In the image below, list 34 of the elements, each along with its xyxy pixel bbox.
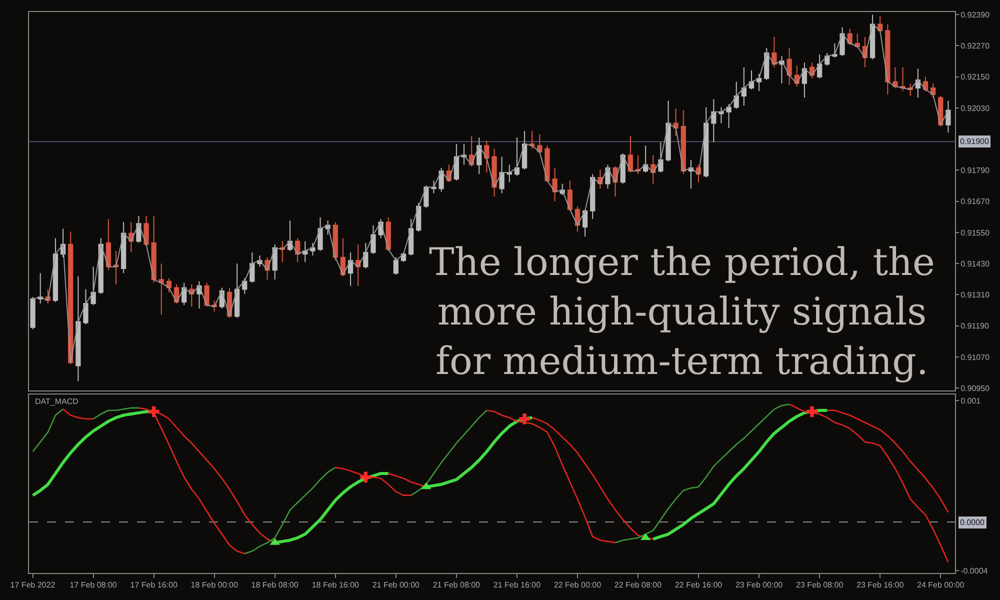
x-tick-label: 17 Feb 16:00: [130, 580, 178, 590]
y-tick-label: 0.91550: [960, 228, 990, 238]
x-tick-label: 23 Feb 00:00: [735, 580, 784, 590]
chart-title: DAT_MACD: [35, 397, 79, 406]
x-tick-label: 17 Feb 2022: [10, 580, 56, 590]
y-tick-label: -0.0004: [960, 566, 988, 576]
x-tick-label: 21 Feb 08:00: [432, 580, 481, 590]
y-tick-label: 0.001: [960, 396, 982, 406]
annotation: The longer the period, the more high-quality signals for medium-term trading.: [429, 240, 935, 383]
y-tick-label: 0.92030: [960, 104, 990, 113]
y-tick-label: 0.92390: [960, 10, 990, 20]
x-tick-label: 22 Feb 16:00: [674, 580, 723, 590]
x-tick-label: 22 Feb 00:00: [554, 580, 602, 590]
x-tick-label: 17 Feb 08:00: [70, 580, 118, 590]
y-tick-label: 0.91430: [960, 259, 990, 268]
x-tick-label: 24 Feb 00:00: [917, 580, 965, 590]
x-tick-label: 18 Feb 00:00: [190, 580, 238, 590]
x-tick-label: 22 Feb 08:00: [614, 580, 662, 590]
x-tick-label: 18 Feb 08:00: [251, 580, 299, 590]
x-tick-label: 18 Feb 16:00: [312, 580, 360, 590]
y-tick-label: 0.91190: [960, 322, 990, 331]
y-tick-label: 0.91670: [960, 197, 990, 206]
y-tick-label: 0.91790: [960, 166, 990, 176]
y-tick-label: 0.92150: [960, 72, 990, 82]
y-tick-label: 0.91070: [960, 352, 990, 362]
y-tick-label: 0.90950: [960, 384, 990, 393]
ref-line-label: 0.0000: [960, 518, 986, 527]
x-tick-label: 21 Feb 00:00: [372, 580, 420, 590]
ref-line-label: 0.91900: [960, 137, 990, 146]
y-tick-label: 0.92270: [960, 42, 990, 51]
x-tick-label: 23 Feb 16:00: [856, 580, 904, 590]
x-tick-label: 21 Feb 16:00: [493, 580, 542, 590]
y-tick-label: 0.91310: [960, 290, 990, 300]
x-tick-label: 23 Feb 08:00: [796, 580, 844, 590]
